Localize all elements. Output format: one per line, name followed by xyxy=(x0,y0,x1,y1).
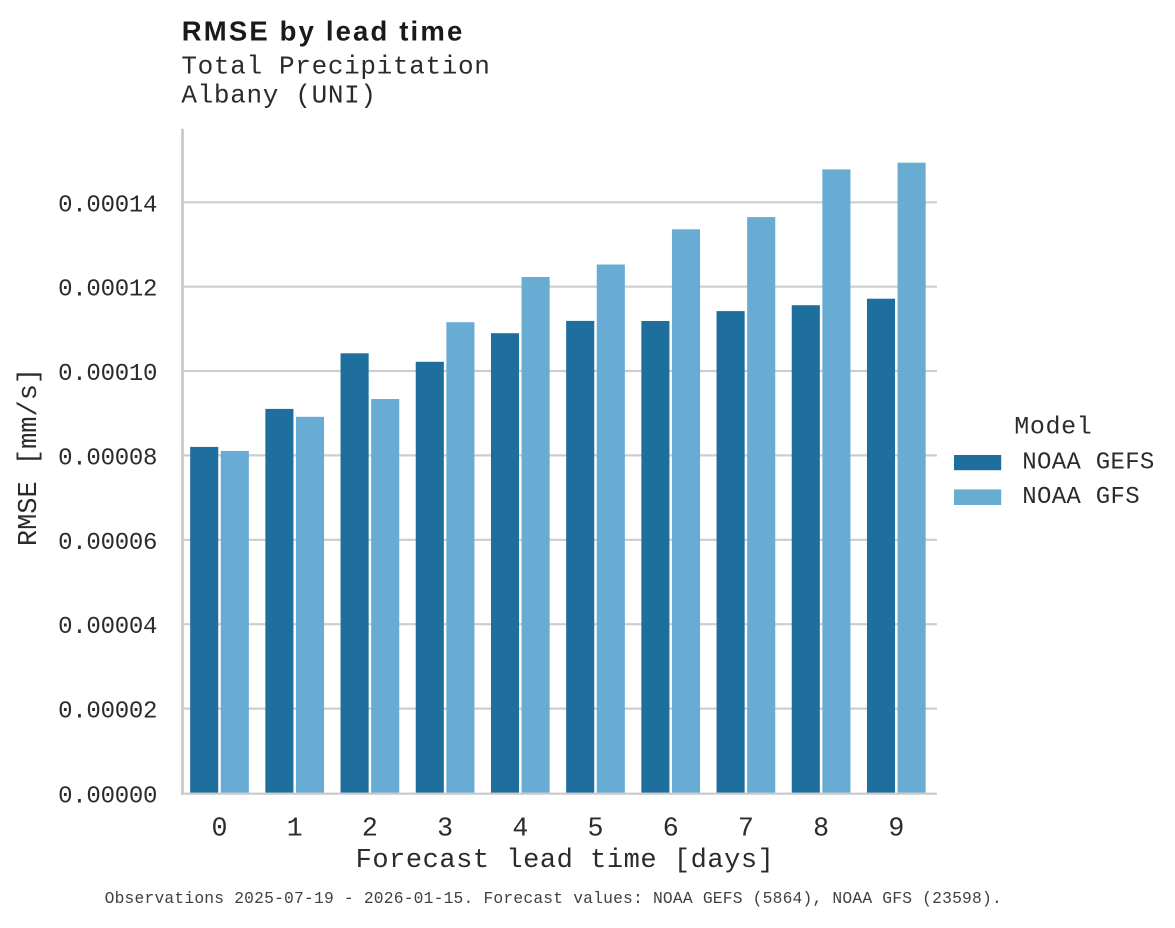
svg-text:0.00012: 0.00012 xyxy=(58,277,157,304)
svg-text:4: 4 xyxy=(512,813,528,843)
svg-text:0.00010: 0.00010 xyxy=(58,361,157,388)
svg-text:RMSE by lead time: RMSE by lead time xyxy=(182,15,465,46)
svg-text:9: 9 xyxy=(888,813,904,843)
svg-text:6: 6 xyxy=(663,813,679,843)
svg-text:0.00002: 0.00002 xyxy=(58,699,157,726)
svg-text:5: 5 xyxy=(588,813,604,843)
svg-text:Total Precipitation: Total Precipitation xyxy=(181,52,490,82)
svg-text:0.00008: 0.00008 xyxy=(58,445,157,472)
svg-text:Model: Model xyxy=(1014,413,1092,442)
svg-text:0: 0 xyxy=(212,813,228,843)
svg-text:3: 3 xyxy=(437,813,453,843)
svg-text:8: 8 xyxy=(813,813,829,843)
svg-text:Forecast lead time [days]: Forecast lead time [days] xyxy=(356,846,775,876)
svg-text:0.00004: 0.00004 xyxy=(58,614,157,641)
svg-text:2: 2 xyxy=(362,813,378,843)
svg-text:RMSE [mm/s]: RMSE [mm/s] xyxy=(15,368,45,546)
svg-text:0.00006: 0.00006 xyxy=(58,530,157,557)
svg-text:NOAA GEFS: NOAA GEFS xyxy=(1022,450,1154,477)
svg-text:0.00000: 0.00000 xyxy=(58,784,157,811)
svg-text:0.00014: 0.00014 xyxy=(58,192,157,219)
svg-text:Observations 2025-07-19 - 2026: Observations 2025-07-19 - 2026-01-15. Fo… xyxy=(105,889,1002,908)
svg-text:NOAA GFS: NOAA GFS xyxy=(1022,484,1140,511)
svg-text:1: 1 xyxy=(287,813,303,843)
svg-text:Albany (UNI): Albany (UNI) xyxy=(181,81,376,111)
svg-text:7: 7 xyxy=(738,813,754,843)
